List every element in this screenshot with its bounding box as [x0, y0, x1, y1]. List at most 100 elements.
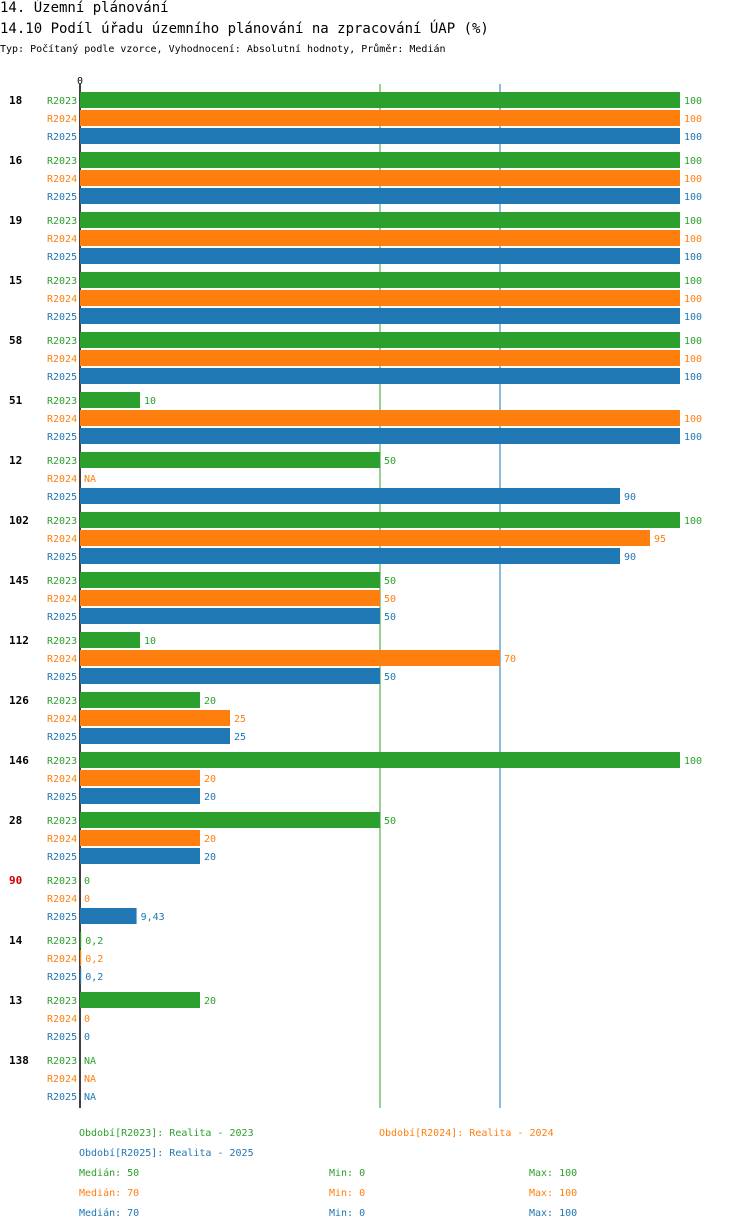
data-label: 50	[384, 612, 396, 623]
series-label: R2024	[47, 714, 77, 725]
bar-r2025	[80, 608, 380, 624]
group-label: 16	[9, 154, 23, 167]
data-label: 20	[204, 696, 216, 707]
bar-r2023	[80, 452, 380, 468]
stat-median-r2024: Medián: 70	[79, 1188, 140, 1199]
data-label: 100	[684, 372, 702, 383]
bar-r2024	[80, 710, 230, 726]
data-label: 25	[234, 714, 246, 725]
data-label: 20	[204, 996, 216, 1007]
data-label: 100	[684, 432, 702, 443]
bar-r2023	[80, 332, 680, 348]
bar-r2024	[80, 290, 680, 306]
data-label: 20	[204, 774, 216, 785]
stat-min-r2025: Min: 0	[329, 1208, 366, 1219]
series-label: R2024	[47, 594, 77, 605]
data-label: 20	[204, 852, 216, 863]
bar-r2025	[80, 248, 680, 264]
group-label: 90	[9, 874, 22, 887]
series-label: R2024	[47, 474, 77, 485]
bar-r2025	[80, 128, 680, 144]
stat-max-r2024: Max: 100	[529, 1188, 578, 1199]
data-label: 0,2	[85, 972, 103, 983]
legend-r2023: Období[R2023]: Realita - 2023	[79, 1128, 254, 1139]
series-label: R2023	[47, 816, 77, 827]
series-label: R2025	[47, 492, 77, 503]
section-title: 14. Územní plánování	[0, 0, 169, 16]
series-label: R2025	[47, 132, 77, 143]
legend-r2025: Období[R2025]: Realita - 2025	[79, 1148, 254, 1159]
series-label: R2024	[47, 774, 77, 785]
chart-subtitle: Typ: Počítaný podle vzorce, Vyhodnocení:…	[0, 44, 446, 55]
data-label: NA	[84, 474, 96, 485]
group-label: 145	[9, 574, 29, 587]
data-label: 90	[624, 492, 636, 503]
bar-r2024	[80, 230, 680, 246]
series-label: R2024	[47, 114, 77, 125]
data-label: 100	[684, 516, 702, 527]
series-label: R2023	[47, 876, 77, 887]
series-label: R2025	[47, 672, 77, 683]
bar-r2024	[80, 170, 680, 186]
series-label: R2024	[47, 234, 77, 245]
bar-r2024	[80, 650, 500, 666]
data-label: 50	[384, 576, 396, 587]
data-label: 50	[384, 672, 396, 683]
data-label: NA	[84, 1056, 96, 1067]
data-label: 100	[684, 354, 702, 365]
bar-r2023	[80, 512, 680, 528]
data-label: 100	[684, 756, 702, 767]
data-label: 95	[654, 534, 666, 545]
series-label: R2024	[47, 294, 77, 305]
data-label: 20	[204, 792, 216, 803]
series-label: R2025	[47, 972, 77, 983]
stat-min-r2023: Min: 0	[329, 1168, 366, 1179]
data-label: 25	[234, 732, 246, 743]
data-label: 100	[684, 216, 702, 227]
series-label: R2025	[47, 612, 77, 623]
axis-zero-label: 0	[77, 76, 83, 87]
data-label: 100	[684, 156, 702, 167]
data-label: 50	[384, 456, 396, 467]
bar-r2024	[80, 410, 680, 426]
bar-r2025	[80, 968, 82, 984]
bar-r2025	[80, 728, 230, 744]
bar-r2023	[80, 572, 380, 588]
series-label: R2023	[47, 396, 77, 407]
data-label: 100	[684, 336, 702, 347]
bar-r2025	[80, 848, 200, 864]
group-label: 15	[9, 274, 22, 287]
series-label: R2023	[47, 936, 77, 947]
chart-title: 14.10 Podíl úřadu územního plánování na …	[0, 21, 489, 37]
data-label: 100	[684, 96, 702, 107]
series-label: R2023	[47, 576, 77, 587]
series-label: R2023	[47, 1056, 77, 1067]
data-label: 100	[684, 234, 702, 245]
series-label: R2024	[47, 1074, 77, 1085]
group-label: 126	[9, 694, 29, 707]
series-label: R2023	[47, 996, 77, 1007]
series-label: R2023	[47, 636, 77, 647]
series-label: R2024	[47, 954, 77, 965]
group-label: 14	[9, 934, 23, 947]
data-label: 100	[684, 294, 702, 305]
series-label: R2024	[47, 414, 77, 425]
bar-r2025	[80, 668, 380, 684]
series-label: R2023	[47, 456, 77, 467]
bar-r2024	[80, 110, 680, 126]
series-label: R2025	[47, 1092, 77, 1103]
series-label: R2023	[47, 516, 77, 527]
series-label: R2023	[47, 216, 77, 227]
stat-min-r2024: Min: 0	[329, 1188, 366, 1199]
bar-r2024	[80, 590, 380, 606]
series-label: R2025	[47, 912, 77, 923]
bar-r2025	[80, 908, 137, 924]
series-label: R2023	[47, 96, 77, 107]
series-label: R2025	[47, 372, 77, 383]
group-label: 19	[9, 214, 22, 227]
data-label: 100	[684, 132, 702, 143]
series-label: R2023	[47, 696, 77, 707]
data-label: 50	[384, 594, 396, 605]
bar-r2023	[80, 272, 680, 288]
